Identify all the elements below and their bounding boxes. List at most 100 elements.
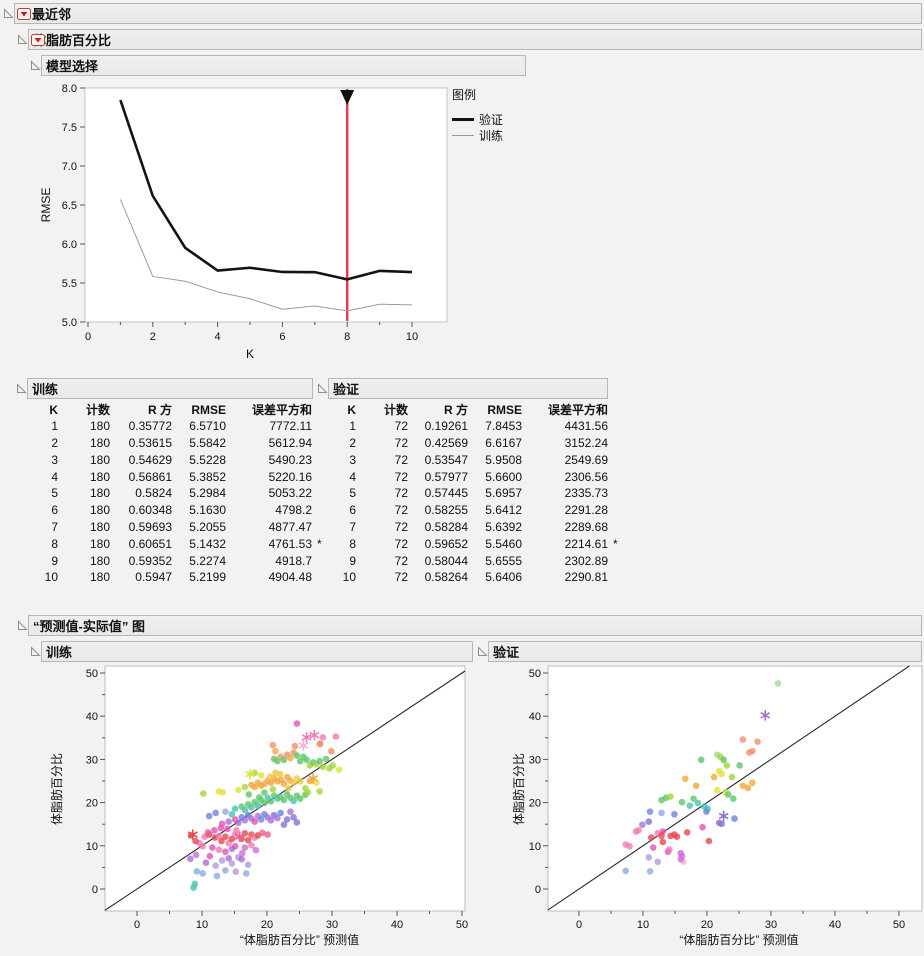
scatter-point[interactable] bbox=[729, 795, 737, 803]
scatter-point[interactable] bbox=[626, 842, 633, 850]
scatter-point[interactable] bbox=[251, 818, 258, 825]
scatter-point[interactable] bbox=[293, 752, 301, 759]
scatter-point[interactable] bbox=[744, 784, 752, 792]
asterisk-point[interactable] bbox=[718, 812, 729, 820]
scatter-point[interactable] bbox=[658, 809, 665, 817]
asterisk-point[interactable] bbox=[309, 731, 320, 739]
scatter-point[interactable] bbox=[205, 812, 213, 820]
scatter-point[interactable] bbox=[319, 734, 327, 741]
scatter-point[interactable] bbox=[316, 788, 323, 795]
scatter-point[interactable] bbox=[774, 680, 782, 687]
scatter-point[interactable] bbox=[244, 836, 252, 844]
scatter-point[interactable] bbox=[191, 880, 199, 888]
scatter-point[interactable] bbox=[659, 838, 667, 846]
scatter-point[interactable] bbox=[658, 796, 665, 804]
scatter-point[interactable] bbox=[277, 809, 284, 817]
scatter-point[interactable] bbox=[646, 808, 654, 815]
scatter-point[interactable] bbox=[222, 867, 229, 874]
scatter-point[interactable] bbox=[252, 846, 260, 854]
disclosure-triangle-icon[interactable] bbox=[3, 8, 14, 19]
scatter-point[interactable] bbox=[248, 804, 255, 811]
scatter-point[interactable] bbox=[222, 833, 229, 841]
scatter-point[interactable] bbox=[319, 763, 327, 771]
scatter-point[interactable] bbox=[728, 773, 736, 781]
scatter-point[interactable] bbox=[222, 808, 229, 815]
scatter-point[interactable] bbox=[267, 798, 275, 805]
scatter-point[interactable] bbox=[241, 817, 249, 824]
scatter-point[interactable] bbox=[212, 862, 219, 869]
scatter-point[interactable] bbox=[218, 820, 226, 828]
scatter-point[interactable] bbox=[218, 857, 226, 864]
scatter-point[interactable] bbox=[239, 849, 246, 857]
asterisk-point[interactable] bbox=[298, 742, 309, 749]
outline-header-bodyfat[interactable]: 体脂肪百分比 bbox=[28, 29, 922, 50]
scatter-point[interactable] bbox=[683, 829, 691, 836]
scatter-point[interactable] bbox=[332, 733, 340, 740]
scatter-point[interactable] bbox=[731, 815, 738, 822]
table-row[interactable]: 1 72 0.19261 7.8453 4431.56 bbox=[316, 418, 624, 435]
scatter-point[interactable] bbox=[266, 773, 274, 780]
scatter-point[interactable] bbox=[739, 782, 747, 790]
asterisk-point[interactable] bbox=[308, 775, 319, 782]
asterisk-point[interactable] bbox=[760, 712, 771, 719]
scatter-point[interactable] bbox=[202, 859, 210, 866]
table-row[interactable]: 8 72 0.59652 5.5460 2214.61 * bbox=[316, 535, 624, 552]
scatter-point[interactable] bbox=[692, 782, 700, 790]
scatter-point[interactable] bbox=[228, 810, 236, 818]
scatter-point[interactable] bbox=[241, 844, 249, 851]
scatter-point[interactable] bbox=[204, 829, 212, 836]
scatter-point[interactable] bbox=[671, 810, 678, 818]
scatter-point[interactable] bbox=[261, 789, 268, 796]
asterisk-point[interactable] bbox=[245, 770, 256, 778]
scatter-point[interactable] bbox=[218, 837, 225, 845]
scatter-point[interactable] bbox=[293, 720, 301, 727]
scatter-point[interactable] bbox=[736, 762, 743, 769]
scatter-point[interactable] bbox=[232, 868, 240, 876]
scatter-point[interactable] bbox=[697, 756, 705, 764]
scatter-point[interactable] bbox=[257, 772, 265, 779]
table-row[interactable]: 4 180 0.56861 5.3852 5220.16 bbox=[14, 468, 328, 485]
scatter-point[interactable] bbox=[269, 785, 277, 793]
asterisk-point[interactable] bbox=[187, 831, 198, 838]
disclosure-triangle-icon[interactable] bbox=[30, 60, 41, 71]
scatter-point[interactable] bbox=[665, 846, 673, 853]
scatter-point[interactable] bbox=[667, 793, 674, 800]
scatter-point[interactable] bbox=[749, 779, 756, 787]
scatter-point[interactable] bbox=[267, 817, 275, 824]
table-row[interactable]: 9 72 0.58044 5.6555 2302.89 bbox=[316, 552, 624, 569]
scatter-point[interactable] bbox=[242, 870, 250, 877]
scatter-point[interactable] bbox=[235, 786, 242, 794]
scatter-point[interactable] bbox=[199, 870, 206, 877]
scatter-point[interactable] bbox=[264, 831, 271, 838]
scatter-point[interactable] bbox=[193, 867, 201, 875]
disclosure-triangle-icon[interactable] bbox=[30, 646, 41, 657]
refline-arrow-icon[interactable] bbox=[340, 90, 355, 105]
outline-header-knn[interactable]: K 最近邻 bbox=[14, 3, 922, 24]
asterisk-point[interactable] bbox=[301, 734, 312, 741]
table-row[interactable]: 3 180 0.54629 5.5228 5490.23 bbox=[14, 451, 328, 468]
scatter-point[interactable] bbox=[187, 855, 194, 863]
table-row[interactable]: 2 72 0.42569 6.6167 3152.24 bbox=[316, 435, 624, 452]
scatter-point[interactable] bbox=[235, 819, 242, 827]
scatter-point[interactable] bbox=[272, 747, 279, 755]
red-menu-button-icon[interactable] bbox=[31, 33, 45, 46]
scatter-point[interactable] bbox=[703, 808, 710, 815]
scatter-point[interactable] bbox=[632, 828, 640, 835]
disclosure-triangle-icon[interactable] bbox=[17, 620, 28, 631]
scatter-point[interactable] bbox=[209, 844, 216, 851]
scatter-point[interactable] bbox=[646, 867, 654, 875]
scatter-point[interactable] bbox=[316, 740, 323, 748]
scatter-point[interactable] bbox=[718, 770, 726, 778]
scatter-point[interactable] bbox=[739, 736, 747, 743]
scatter-point[interactable] bbox=[639, 821, 646, 828]
scatter-point[interactable] bbox=[251, 769, 258, 777]
scatter-point[interactable] bbox=[192, 837, 199, 845]
scatter-point[interactable] bbox=[718, 820, 726, 828]
scatter-point[interactable] bbox=[645, 854, 653, 861]
disclosure-triangle-icon[interactable] bbox=[17, 34, 28, 45]
scatter-point[interactable] bbox=[192, 851, 200, 859]
scatter-point[interactable] bbox=[713, 786, 721, 794]
scatter-point[interactable] bbox=[280, 796, 288, 804]
outline-header-train-table[interactable]: 训练 bbox=[27, 378, 313, 399]
scatter-point[interactable] bbox=[754, 738, 761, 745]
